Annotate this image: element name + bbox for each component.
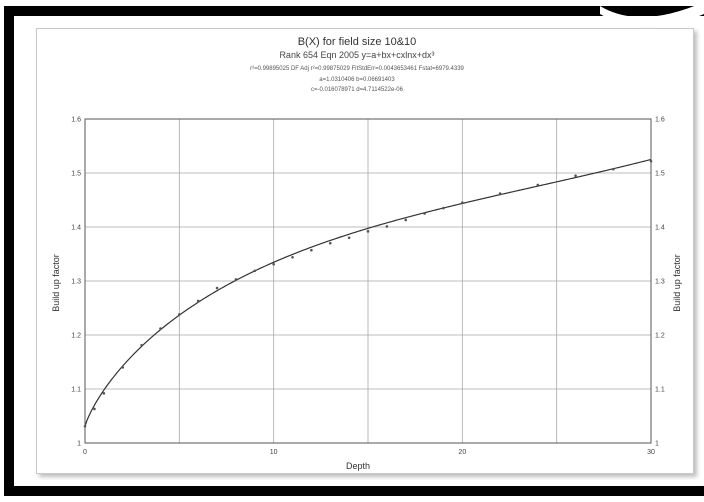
data-point <box>140 344 143 347</box>
data-point <box>159 327 162 330</box>
data-point <box>461 201 464 204</box>
y-tick-label-right: 1.2 <box>655 333 665 340</box>
data-point <box>121 366 124 369</box>
x-tick-label: 0 <box>83 449 87 456</box>
data-point <box>348 237 351 240</box>
data-point <box>93 408 96 411</box>
y-tick-label-right: 1.1 <box>655 387 665 394</box>
chart-stats-line-3: c=-0.016078971 d=4.7114522e-06 <box>311 87 404 93</box>
y-tick-label-left: 1.1 <box>71 387 81 394</box>
data-point <box>310 249 313 252</box>
x-tick-label: 20 <box>458 449 466 456</box>
swoosh-shape <box>600 2 704 27</box>
data-point <box>499 192 502 195</box>
data-point <box>612 168 615 171</box>
y-axis-label-right: Build up factor <box>672 254 682 312</box>
y-tick-label-left: 1.4 <box>71 225 81 232</box>
y-tick-label-right: 1 <box>655 441 659 448</box>
y-tick-label-right: 1.5 <box>655 171 665 178</box>
data-point <box>329 242 332 245</box>
y-tick-label-right: 1.4 <box>655 225 665 232</box>
y-tick-label-right: 1.3 <box>655 279 665 286</box>
x-tick-label: 10 <box>270 449 278 456</box>
x-tick-label: 30 <box>647 449 655 456</box>
x-axis-label: Depth <box>346 461 370 471</box>
data-point <box>272 263 275 266</box>
data-point <box>235 278 238 281</box>
data-point <box>574 174 577 177</box>
chart-subtitle: Rank 654 Eqn 2005 y=a+bx+cxlnx+dx³ <box>279 50 434 60</box>
grid-lines <box>85 119 651 443</box>
data-point <box>442 207 445 210</box>
chart-title: B(X) for field size 10&10 <box>298 36 417 48</box>
chart-stats-line-1: r²=0.99895025 DF Adj r²=0.99875029 FitSt… <box>250 66 464 72</box>
chart: B(X) for field size 10&10 Rank 654 Eqn 2… <box>37 29 693 473</box>
data-point <box>423 212 426 215</box>
chart-card: B(X) for field size 10&10 Rank 654 Eqn 2… <box>36 28 694 474</box>
swoosh-decoration <box>600 0 704 40</box>
data-point <box>367 230 370 233</box>
y-tick-label-left: 1.5 <box>71 171 81 178</box>
y-tick-label-left: 1.2 <box>71 333 81 340</box>
y-tick-label-left: 1 <box>77 441 81 448</box>
y-tick-label-right: 1.6 <box>655 117 665 124</box>
data-point <box>254 269 257 272</box>
data-point <box>404 219 407 222</box>
chart-stats-line-2: a=1.0310406 b=0.06691403 <box>319 77 395 83</box>
data-point <box>103 392 106 395</box>
data-point <box>216 287 219 290</box>
data-point <box>178 313 181 316</box>
data-point <box>291 256 294 259</box>
y-axis-label: Build up factor <box>51 254 61 312</box>
data-point <box>197 300 200 303</box>
y-tick-label-left: 1.6 <box>71 117 81 124</box>
data-point <box>537 184 540 187</box>
y-tick-label-left: 1.3 <box>71 279 81 286</box>
data-point <box>386 225 389 228</box>
